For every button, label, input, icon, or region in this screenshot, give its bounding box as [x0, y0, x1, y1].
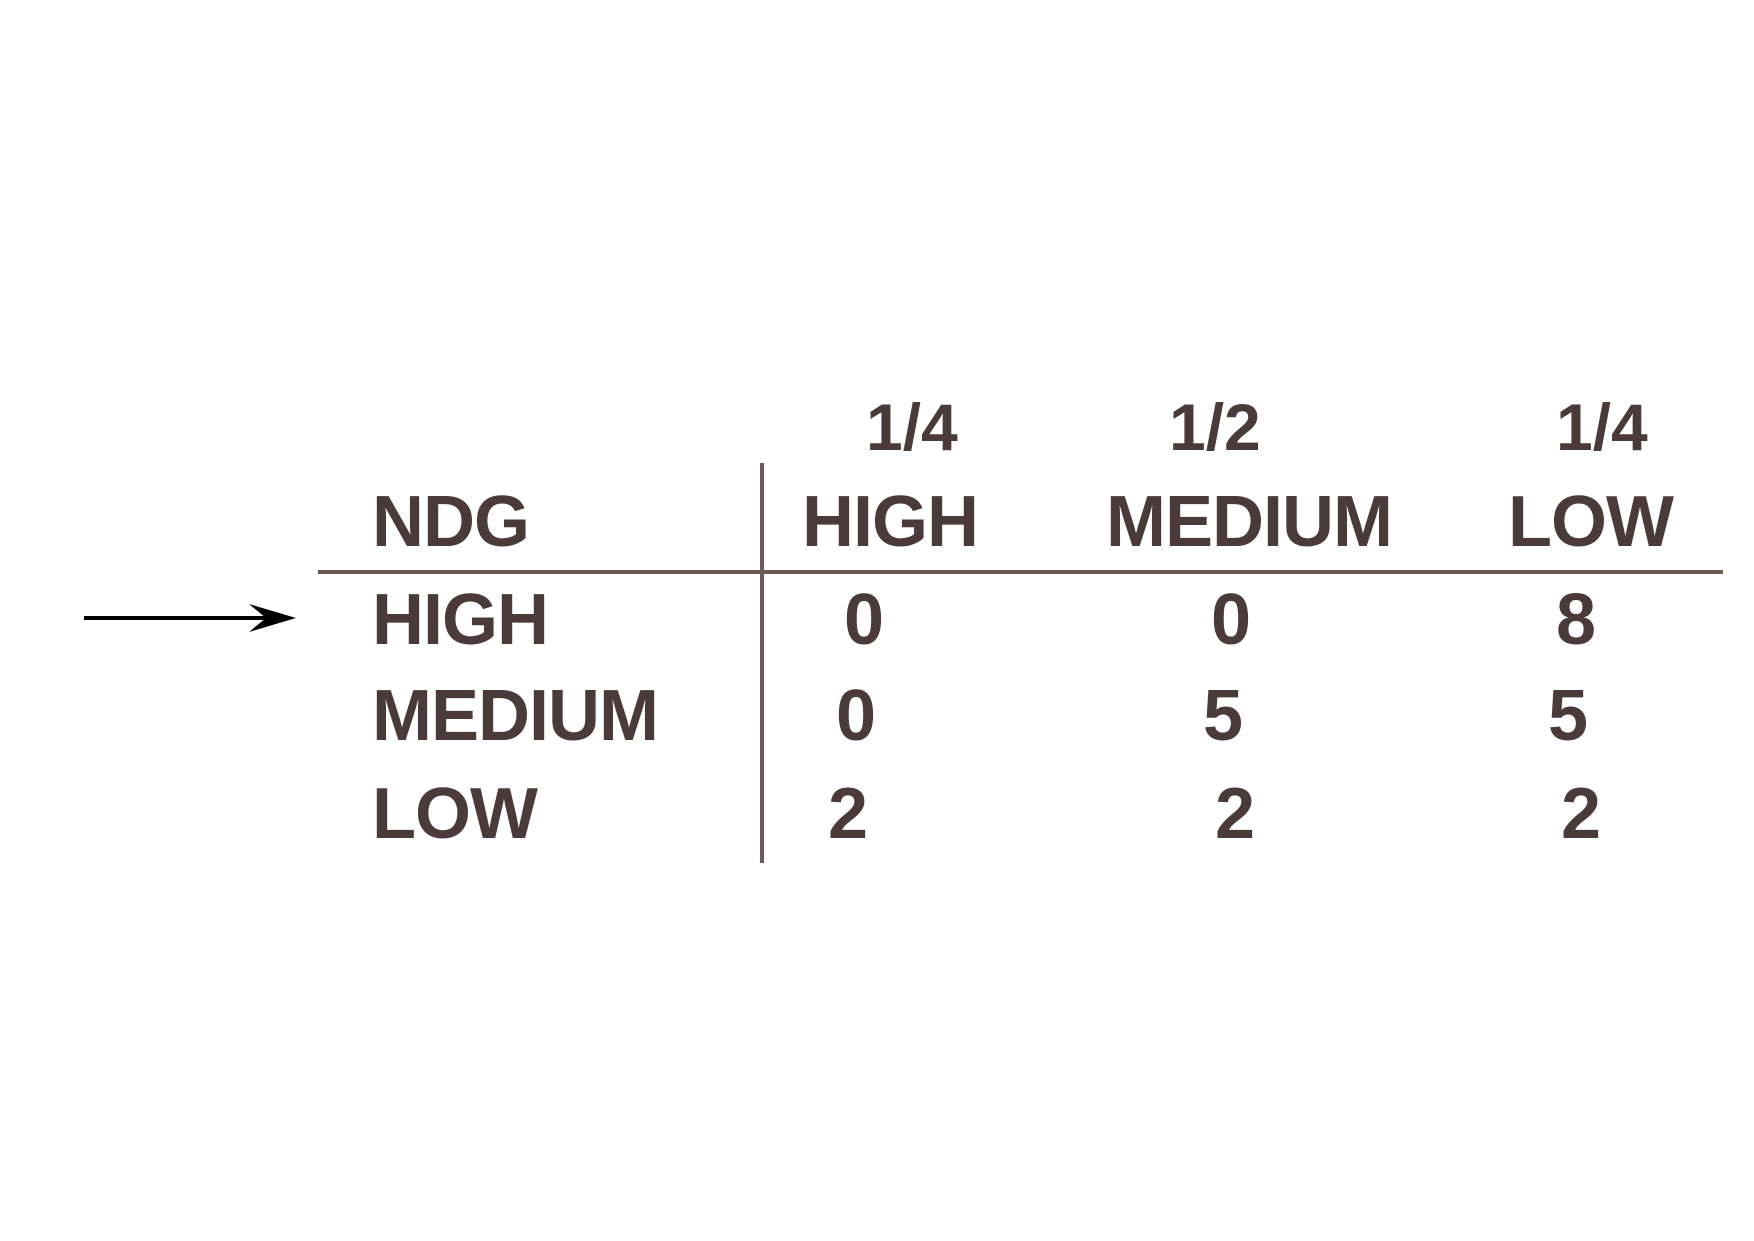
cell-medium-medium: 5: [1203, 676, 1244, 756]
right-arrow-icon: [84, 604, 296, 632]
cell-high-low: 8: [1556, 580, 1597, 660]
column-fraction-high: 1/4: [866, 390, 958, 464]
cell-low-medium: 2: [1215, 774, 1256, 854]
row-label-low: LOW: [372, 774, 538, 854]
row-label-high: HIGH: [372, 580, 549, 660]
cell-high-medium: 0: [1211, 580, 1252, 660]
column-header-low: LOW: [1508, 482, 1674, 562]
row-label-divider-line: [760, 463, 764, 863]
column-fraction-medium: 1/2: [1169, 390, 1261, 464]
row-label-medium: MEDIUM: [372, 676, 659, 756]
cell-high-high: 0: [844, 580, 885, 660]
column-header-high: HIGH: [802, 482, 979, 562]
corner-label: NDG: [372, 482, 530, 562]
cell-low-high: 2: [828, 774, 869, 854]
cell-medium-high: 0: [836, 676, 877, 756]
column-header-medium: MEDIUM: [1106, 482, 1393, 562]
header-divider-line: [318, 570, 1723, 574]
column-fraction-low: 1/4: [1556, 390, 1648, 464]
cell-low-low: 2: [1561, 774, 1602, 854]
cell-medium-low: 5: [1548, 676, 1589, 756]
